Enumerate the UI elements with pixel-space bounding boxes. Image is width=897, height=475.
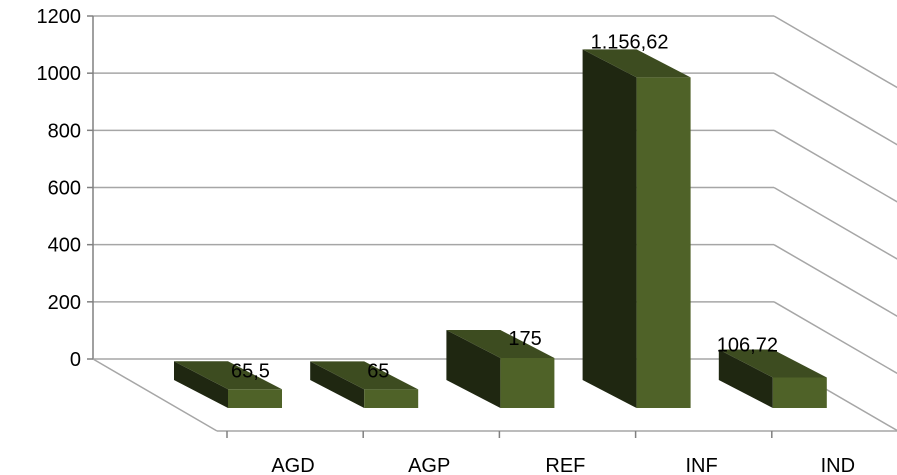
data-label: 106,72	[717, 334, 778, 356]
bar-front-face	[228, 389, 282, 408]
axes	[87, 15, 897, 438]
side-gridline	[773, 129, 897, 203]
bar	[582, 49, 691, 409]
side-gridline	[773, 301, 897, 375]
bar-side-face	[174, 361, 228, 408]
y-tick-label: 0	[70, 349, 81, 371]
bar	[446, 329, 555, 408]
data-label: 65	[367, 360, 389, 382]
side-gridline	[773, 244, 897, 317]
y-tick-label: 400	[48, 235, 81, 257]
category-label: IND	[821, 455, 855, 475]
bar	[718, 349, 827, 408]
side-gridline	[773, 15, 897, 89]
side-gridline	[773, 72, 897, 146]
data-label: 65,5	[231, 360, 270, 382]
bar-top-face	[582, 49, 691, 78]
y-tick-label: 200	[48, 292, 81, 314]
data-label: 1.156,62	[591, 31, 669, 53]
side-gridline	[773, 186, 897, 260]
category-label: AGD	[271, 455, 314, 475]
bar-top-face	[446, 329, 555, 358]
labels: 0 200 400 600 800 1000 1200 65,5 AGD 65 AGP 175 REF 1…	[37, 6, 856, 475]
data-label: 175	[508, 328, 541, 350]
bar-top-face	[718, 349, 827, 378]
y-tick-label: 1000	[37, 63, 82, 85]
bar-front-face	[636, 77, 691, 409]
bar-side-face	[446, 329, 501, 408]
bars	[174, 49, 827, 409]
y-tick-label: 600	[48, 178, 81, 200]
category-label: REF	[545, 455, 585, 475]
category-label: INF	[685, 455, 717, 475]
y-tick-label: 1200	[37, 6, 82, 28]
bar-top-face	[310, 361, 419, 390]
bar-side-face	[310, 361, 365, 408]
bar-front-face	[772, 377, 827, 408]
floor-left-edge	[92, 358, 218, 432]
bar-side-face	[718, 349, 773, 408]
category-label: AGP	[408, 455, 450, 475]
bar	[310, 361, 419, 408]
bar-front-face	[500, 357, 555, 408]
bar-side-face	[582, 49, 637, 409]
gridlines	[93, 15, 897, 432]
bar-top-face	[174, 361, 282, 390]
y-tick-label: 800	[48, 120, 81, 142]
bar-front-face	[364, 389, 419, 408]
bar	[174, 361, 282, 408]
